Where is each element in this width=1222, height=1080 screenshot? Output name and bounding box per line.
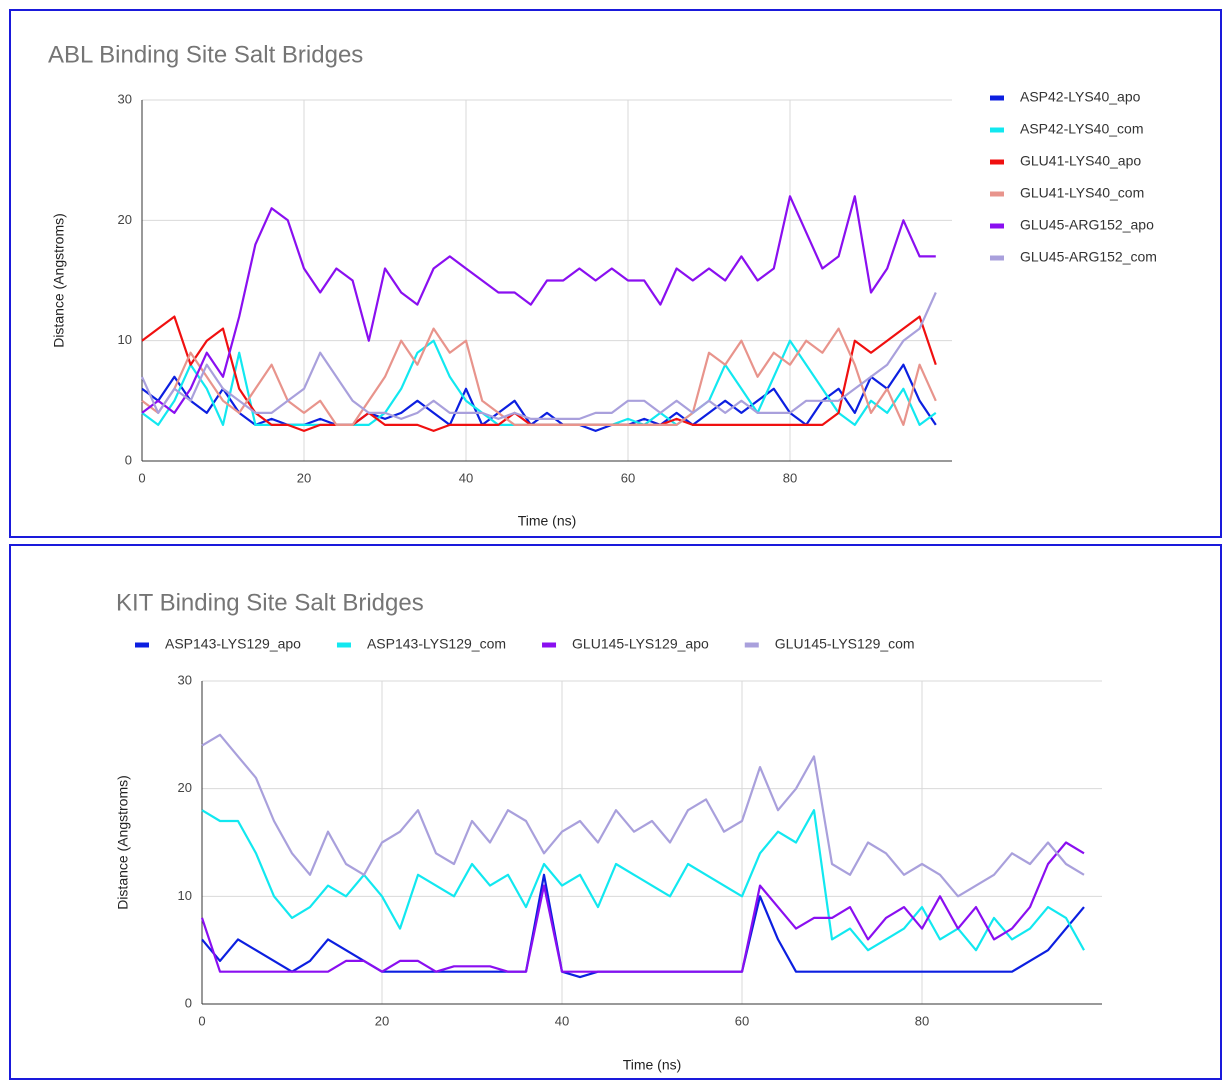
data-line bbox=[141, 363, 937, 432]
legend-swatch bbox=[542, 642, 557, 648]
y-axis-label: Distance (Angstroms) bbox=[115, 775, 131, 910]
data-line bbox=[140, 292, 937, 420]
x-tick-label: 20 bbox=[297, 470, 311, 485]
legend-label: ASP42-LYS40_com bbox=[1020, 121, 1143, 137]
chart-title: ABL Binding Site Salt Bridges bbox=[48, 41, 363, 68]
x-axis-label: Time (ns) bbox=[518, 513, 577, 529]
legend-label: ASP143-LYS129_com bbox=[367, 636, 506, 652]
y-tick-label: 20 bbox=[118, 212, 132, 227]
y-axis-label: Distance (Angstroms) bbox=[51, 213, 67, 348]
legend-label: ASP42-LYS40_apo bbox=[1020, 89, 1141, 105]
chart-title: KIT Binding Site Salt Bridges bbox=[116, 589, 424, 616]
y-tick-label: 30 bbox=[178, 672, 192, 687]
data-line bbox=[141, 195, 936, 414]
legend-label: GLU145-LYS129_apo bbox=[572, 636, 709, 652]
legend-label: GLU41-LYS40_apo bbox=[1020, 153, 1141, 169]
y-tick-label: 30 bbox=[118, 91, 132, 106]
y-tick-label: 10 bbox=[178, 888, 192, 903]
legend-swatch bbox=[336, 642, 351, 648]
x-tick-label: 80 bbox=[783, 470, 797, 485]
x-tick-label: 40 bbox=[459, 470, 473, 485]
x-tick-label: 0 bbox=[198, 1013, 205, 1028]
legend-swatch bbox=[744, 642, 759, 648]
panel-frame bbox=[9, 9, 1222, 538]
y-tick-label: 20 bbox=[178, 780, 192, 795]
legend-swatch bbox=[990, 223, 1004, 229]
legend-label: ASP143-LYS129_apo bbox=[165, 636, 301, 652]
legend-swatch bbox=[135, 642, 149, 648]
data-line bbox=[200, 841, 1085, 973]
y-tick-label: 10 bbox=[118, 332, 132, 347]
data-line bbox=[201, 733, 1085, 898]
panel-frame bbox=[9, 544, 1222, 1080]
x-tick-label: 80 bbox=[915, 1013, 929, 1028]
x-tick-label: 40 bbox=[555, 1013, 569, 1028]
x-tick-label: 60 bbox=[621, 470, 635, 485]
x-tick-label: 0 bbox=[138, 470, 145, 485]
legend-swatch bbox=[990, 127, 1004, 133]
x-axis-label: Time (ns) bbox=[623, 1057, 682, 1073]
legend-swatch bbox=[990, 255, 1004, 261]
data-line bbox=[141, 327, 937, 426]
legend-label: GLU41-LYS40_com bbox=[1020, 185, 1144, 201]
legend-label: GLU45-ARG152_apo bbox=[1020, 217, 1154, 233]
legend-swatch bbox=[990, 159, 1004, 165]
legend-label: GLU45-ARG152_com bbox=[1020, 249, 1157, 265]
y-tick-label: 0 bbox=[125, 452, 132, 467]
legend-swatch bbox=[990, 191, 1004, 197]
y-tick-label: 0 bbox=[185, 995, 192, 1010]
legend-label: GLU145-LYS129_com bbox=[775, 636, 915, 652]
legend-swatch bbox=[990, 95, 1004, 101]
x-tick-label: 20 bbox=[375, 1013, 389, 1028]
data-line bbox=[201, 809, 1085, 952]
x-tick-label: 60 bbox=[735, 1013, 749, 1028]
